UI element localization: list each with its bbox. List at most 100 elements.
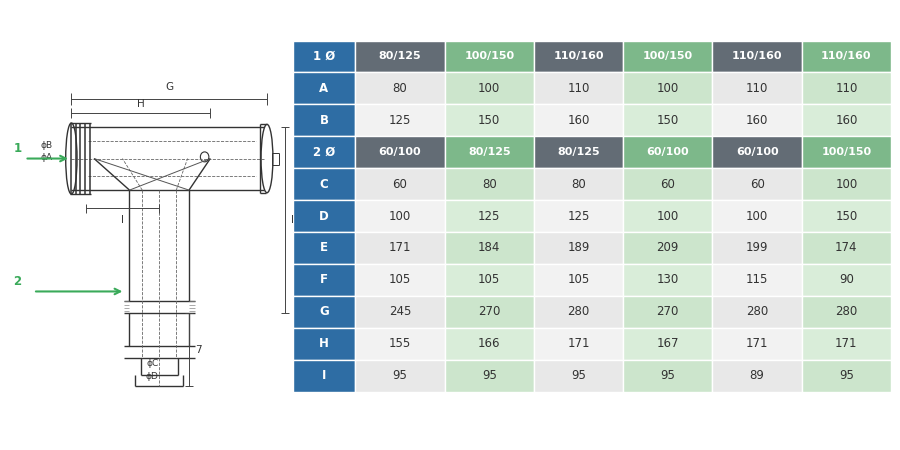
- Bar: [445, 296, 534, 328]
- Bar: [356, 328, 445, 360]
- Text: 110/160: 110/160: [554, 51, 604, 62]
- Bar: [292, 200, 356, 232]
- Text: 110/160: 110/160: [821, 51, 871, 62]
- Bar: [445, 104, 534, 136]
- Bar: [534, 104, 623, 136]
- Bar: [713, 296, 802, 328]
- Text: 184: 184: [478, 241, 500, 254]
- Bar: [534, 232, 623, 264]
- Text: 95: 95: [482, 369, 497, 382]
- Bar: [802, 232, 891, 264]
- Text: 174: 174: [835, 241, 858, 254]
- Text: ϕD: ϕD: [146, 372, 158, 381]
- Bar: [623, 72, 713, 104]
- Text: 95: 95: [572, 369, 586, 382]
- Bar: [713, 168, 802, 200]
- Bar: [292, 136, 356, 168]
- Bar: [623, 232, 713, 264]
- Bar: [802, 104, 891, 136]
- Bar: [534, 296, 623, 328]
- Bar: [802, 360, 891, 392]
- Bar: [802, 40, 891, 72]
- Bar: [292, 40, 356, 72]
- Bar: [356, 104, 445, 136]
- Text: B: B: [320, 114, 328, 127]
- Text: 100: 100: [835, 178, 858, 191]
- Bar: [445, 200, 534, 232]
- Text: ϕB: ϕB: [40, 141, 53, 150]
- Bar: [802, 264, 891, 296]
- Bar: [292, 296, 356, 328]
- Text: 105: 105: [567, 273, 590, 286]
- Text: 110: 110: [835, 82, 858, 95]
- Text: 171: 171: [567, 337, 590, 350]
- Text: 1 Ø: 1 Ø: [313, 50, 335, 63]
- Text: 160: 160: [835, 114, 858, 127]
- Bar: [802, 136, 891, 168]
- Text: 89: 89: [750, 369, 764, 382]
- Bar: [802, 72, 891, 104]
- Text: 60: 60: [750, 178, 764, 191]
- Text: C: C: [320, 178, 328, 191]
- Bar: [713, 40, 802, 72]
- Bar: [534, 360, 623, 392]
- Text: 280: 280: [746, 305, 769, 318]
- Text: 125: 125: [389, 114, 411, 127]
- Bar: [623, 328, 713, 360]
- Text: E: E: [291, 215, 298, 225]
- Bar: [713, 360, 802, 392]
- Bar: [623, 168, 713, 200]
- Text: 95: 95: [392, 369, 408, 382]
- Text: 80/125: 80/125: [557, 147, 599, 157]
- Text: 280: 280: [567, 305, 590, 318]
- Bar: [445, 40, 534, 72]
- Text: 280: 280: [835, 305, 858, 318]
- Text: I: I: [121, 215, 124, 225]
- Text: 167: 167: [657, 337, 680, 350]
- Text: 100: 100: [746, 210, 769, 222]
- Bar: [356, 72, 445, 104]
- Bar: [623, 200, 713, 232]
- Text: 80: 80: [482, 178, 497, 191]
- Bar: [292, 232, 356, 264]
- Bar: [445, 360, 534, 392]
- Text: 171: 171: [746, 337, 769, 350]
- Text: D: D: [319, 210, 328, 222]
- Text: 60: 60: [661, 178, 675, 191]
- Text: 150: 150: [657, 114, 679, 127]
- Text: ϕA: ϕA: [40, 153, 53, 162]
- Text: 60/100: 60/100: [646, 147, 689, 157]
- Text: 100: 100: [657, 210, 679, 222]
- Text: 110: 110: [567, 82, 590, 95]
- Bar: [356, 136, 445, 168]
- Bar: [623, 296, 713, 328]
- Bar: [356, 264, 445, 296]
- Bar: [623, 40, 713, 72]
- Text: 100: 100: [389, 210, 411, 222]
- Text: 150: 150: [835, 210, 858, 222]
- Text: 100/150: 100/150: [643, 51, 693, 62]
- Text: 80/125: 80/125: [379, 51, 421, 62]
- Bar: [356, 296, 445, 328]
- Bar: [445, 168, 534, 200]
- Text: H: H: [319, 337, 328, 350]
- Text: 209: 209: [657, 241, 679, 254]
- Bar: [623, 136, 713, 168]
- Text: 1: 1: [14, 142, 22, 155]
- Bar: [713, 264, 802, 296]
- Bar: [623, 360, 713, 392]
- Text: 2 Ø: 2 Ø: [313, 146, 335, 159]
- Text: 100: 100: [657, 82, 679, 95]
- Text: 100: 100: [478, 82, 500, 95]
- Bar: [713, 104, 802, 136]
- Text: 110: 110: [746, 82, 769, 95]
- Bar: [292, 264, 356, 296]
- Text: 60: 60: [392, 178, 408, 191]
- Bar: [713, 232, 802, 264]
- Bar: [445, 264, 534, 296]
- Bar: [623, 104, 713, 136]
- Text: ϕC: ϕC: [147, 360, 158, 369]
- Bar: [445, 232, 534, 264]
- Text: 60/100: 60/100: [736, 147, 778, 157]
- Text: 171: 171: [389, 241, 411, 254]
